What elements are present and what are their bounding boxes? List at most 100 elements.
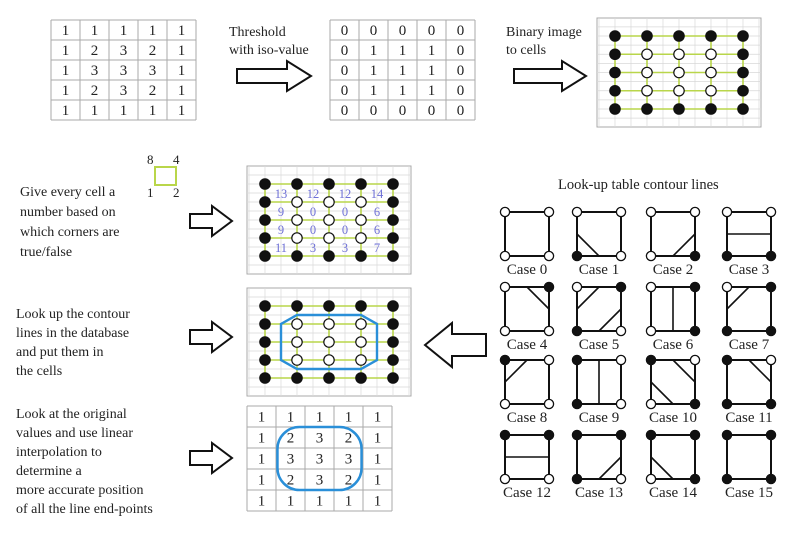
contour-cells-image xyxy=(246,287,412,397)
vertex-above-iso xyxy=(323,354,335,366)
case-contour-line xyxy=(650,456,674,480)
table-cell-value: 0 xyxy=(457,43,465,59)
case-corner-empty xyxy=(499,250,511,262)
table-cell-value: 3 xyxy=(120,83,128,99)
case-square xyxy=(576,434,622,480)
vertex-below-iso xyxy=(259,372,271,384)
table-cell-value: 1 xyxy=(258,431,266,447)
lookup-case-6: Case 6 xyxy=(645,281,701,353)
case-square xyxy=(504,359,550,405)
table-cell-value: 1 xyxy=(149,23,157,39)
vertex-above-iso xyxy=(291,318,303,330)
vertex-above-iso xyxy=(291,214,303,226)
case-corner-filled xyxy=(721,325,733,337)
case-label: Case 7 xyxy=(729,337,770,353)
case-square xyxy=(650,211,696,257)
vertex-below-iso xyxy=(387,336,399,348)
vertex-above-iso xyxy=(291,354,303,366)
vertex-above-iso xyxy=(355,214,367,226)
case-corner-filled xyxy=(571,354,583,366)
table-cell-value: 0 xyxy=(428,103,436,119)
lookup-case-5: Case 5 xyxy=(571,281,627,353)
vertex-above-iso xyxy=(323,318,335,330)
case-label: Case 8 xyxy=(507,410,547,426)
case-corner-filled xyxy=(721,473,733,485)
table-cell-value: 0 xyxy=(341,63,349,79)
caption-line: more accurate position xyxy=(16,483,144,498)
caption-line: interpolation to xyxy=(16,445,102,460)
cell-index-label: 9 xyxy=(278,205,284,219)
table-cell-value: 1 xyxy=(374,410,382,426)
case-label: Case 13 xyxy=(575,485,623,501)
case-corner-filled xyxy=(765,281,777,293)
cell-index-label: 12 xyxy=(339,187,352,201)
case-label: Case 12 xyxy=(503,485,551,501)
table-cell-value: 0 xyxy=(399,103,407,119)
table-cell-value: 3 xyxy=(316,473,324,489)
case-corner-filled xyxy=(571,429,583,441)
table-cell-value: 1 xyxy=(374,494,382,510)
case-corner-empty xyxy=(543,206,555,218)
case-corner-empty xyxy=(615,250,627,262)
table-cell-value: 0 xyxy=(341,83,349,99)
lookup-caption: Look up the contour lines in the databas… xyxy=(16,307,130,379)
case-label: Case 4 xyxy=(507,337,548,353)
case-square xyxy=(650,434,696,480)
interpolated-contour-grid: 1 1 1 1 1 1 2 3 2 1 1 3 3 3 1 1 2 3 2 1 1 1 1 1 1 xyxy=(246,405,393,512)
table-cell-value: 1 xyxy=(178,23,186,39)
case-corner-filled xyxy=(689,281,701,293)
lookup-table-title: Look-up table contour lines xyxy=(558,177,719,193)
vertex-below-iso xyxy=(291,178,303,190)
lookup-case-13: Case 13 xyxy=(571,429,627,501)
table-cell-value: 3 xyxy=(316,452,324,468)
case-square xyxy=(504,286,550,332)
table-cell-value: 2 xyxy=(287,473,295,489)
vertex-below-iso xyxy=(387,214,399,226)
case-corner-empty xyxy=(499,473,511,485)
lookup-case-2: Case 2 xyxy=(645,206,701,278)
case-label: Case 0 xyxy=(507,262,547,278)
caption-line: and put them in xyxy=(16,345,104,360)
table-cell-value: 2 xyxy=(345,473,353,489)
vertex-above-iso xyxy=(705,48,717,61)
case-corner-empty xyxy=(645,398,657,410)
caption-line: determine a xyxy=(16,464,82,479)
table-cell-value: 0 xyxy=(341,43,349,59)
vertex-below-iso xyxy=(291,300,303,312)
arrow-right-icon xyxy=(189,441,234,475)
case-corner-empty xyxy=(689,354,701,366)
table-cell-value: 1 xyxy=(120,103,128,119)
case-corner-filled xyxy=(543,281,555,293)
vertex-below-iso xyxy=(387,178,399,190)
case-label: Case 15 xyxy=(725,485,773,501)
lookup-case-15: Case 15 xyxy=(721,429,777,501)
case-label: Case 1 xyxy=(579,262,619,278)
vertex-below-iso xyxy=(323,300,335,312)
case-contour-line xyxy=(726,286,750,310)
case-label: Case 3 xyxy=(729,262,769,278)
vertex-above-iso xyxy=(323,336,335,348)
vertex-below-iso xyxy=(355,300,367,312)
case-label: Case 9 xyxy=(579,410,619,426)
vertex-below-iso xyxy=(737,103,749,115)
cell-index-label: 9 xyxy=(278,223,284,237)
table-cell-value: 1 xyxy=(62,63,70,79)
vertex-below-iso xyxy=(355,250,367,262)
table-cell-value: 0 xyxy=(457,83,465,99)
case-contour-line xyxy=(650,381,674,405)
vertex-below-iso xyxy=(259,178,271,190)
case-corner-filled xyxy=(645,354,657,366)
lookup-case-1: Case 1 xyxy=(571,206,627,278)
caption-line: number based on xyxy=(20,205,116,220)
case-corner-empty xyxy=(615,325,627,337)
table-cell-value: 0 xyxy=(399,23,407,39)
table-cell-value: 1 xyxy=(345,410,353,426)
vertex-below-iso xyxy=(609,103,621,115)
case-square xyxy=(726,434,772,480)
case-corner-filled xyxy=(689,325,701,337)
corner-number-legend: 8 4 1 2 xyxy=(147,152,180,200)
case-corner-filled xyxy=(721,354,733,366)
table-cell-value: 3 xyxy=(149,63,157,79)
case-corner-empty xyxy=(543,250,555,262)
